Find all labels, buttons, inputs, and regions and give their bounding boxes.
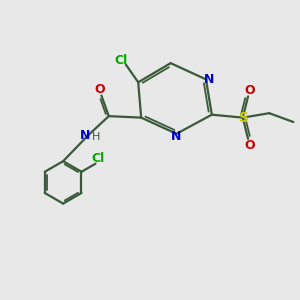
Text: H: H [92, 132, 100, 142]
Text: N: N [204, 73, 215, 86]
Text: O: O [244, 139, 255, 152]
Text: O: O [94, 82, 105, 95]
Text: N: N [80, 129, 90, 142]
Text: O: O [244, 84, 255, 97]
Text: Cl: Cl [114, 54, 127, 67]
Text: N: N [171, 130, 182, 143]
Text: Cl: Cl [91, 152, 104, 165]
Text: S: S [238, 112, 249, 125]
